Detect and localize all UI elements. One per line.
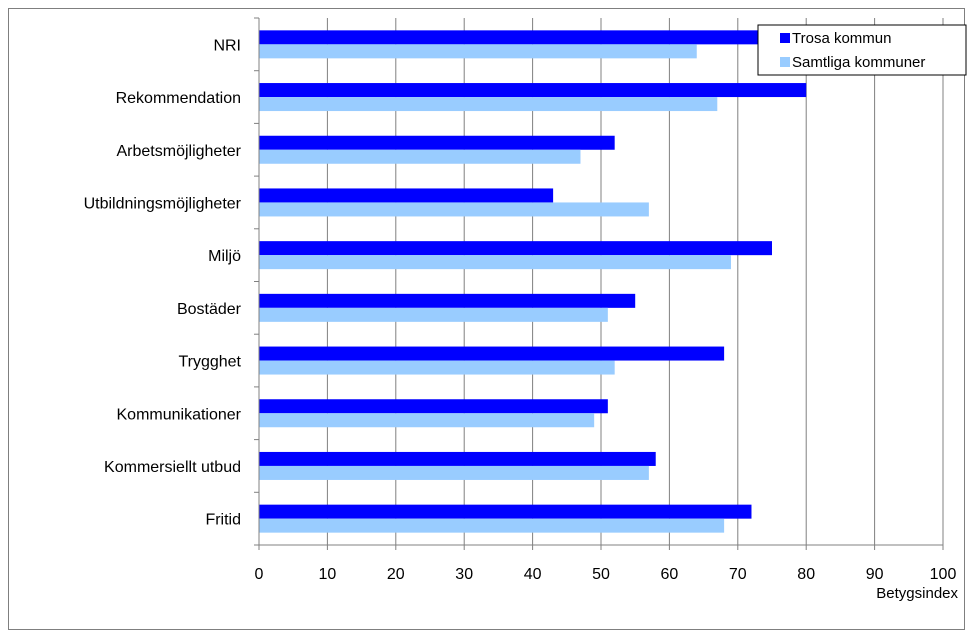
bar-samtliga bbox=[259, 518, 725, 533]
category-label: Kommunikationer bbox=[117, 406, 242, 423]
x-tick-label: 0 bbox=[255, 566, 264, 583]
category-label: Arbetsmöjligheter bbox=[117, 143, 242, 160]
bar-samtliga bbox=[259, 413, 595, 428]
bar-trosa bbox=[259, 293, 636, 308]
category-labels: NRI Rekommendation Arbetsmöjligheter Utbild… bbox=[84, 37, 242, 528]
x-tick-label: 50 bbox=[592, 566, 610, 583]
x-tick-label: 40 bbox=[524, 566, 542, 583]
x-tick-label: 70 bbox=[729, 566, 747, 583]
x-tick-label: 80 bbox=[797, 566, 815, 583]
category-label: Bostäder bbox=[177, 301, 242, 318]
bars bbox=[259, 30, 807, 533]
legend: Trosa kommun Samtliga kommuner bbox=[757, 24, 967, 76]
bar-samtliga bbox=[259, 465, 649, 480]
x-tick-label: 90 bbox=[866, 566, 884, 583]
x-axis-title: Betygsindex bbox=[876, 585, 958, 602]
bar-samtliga bbox=[259, 44, 697, 59]
axes bbox=[254, 17, 944, 550]
x-tick-label: 10 bbox=[319, 566, 337, 583]
bar-trosa bbox=[259, 135, 615, 150]
bar-samtliga bbox=[259, 307, 608, 322]
bar-samtliga bbox=[259, 202, 649, 217]
bar-samtliga bbox=[259, 255, 731, 270]
category-label: Miljö bbox=[208, 248, 241, 265]
legend-box bbox=[757, 24, 967, 76]
legend-label: Samtliga kommuner bbox=[792, 54, 925, 71]
legend-swatch bbox=[780, 57, 790, 67]
category-label: Rekommendation bbox=[116, 90, 241, 107]
x-tick-label: 60 bbox=[661, 566, 679, 583]
legend-swatch bbox=[780, 33, 790, 43]
bar-trosa bbox=[259, 451, 656, 466]
category-label: Kommersiellt utbud bbox=[104, 459, 241, 476]
category-label: Fritid bbox=[205, 512, 241, 529]
legend-label: Trosa kommun bbox=[792, 30, 891, 47]
bar-trosa bbox=[259, 83, 807, 98]
chart-frame bbox=[8, 8, 965, 630]
category-label: Trygghet bbox=[178, 354, 241, 371]
bar-trosa bbox=[259, 188, 554, 203]
bar-trosa bbox=[259, 504, 752, 519]
bar-trosa bbox=[259, 399, 608, 414]
x-tick-label: 30 bbox=[455, 566, 473, 583]
category-label: NRI bbox=[213, 37, 241, 54]
category-label: Utbildningsmöjligheter bbox=[84, 195, 242, 212]
bar-trosa bbox=[259, 30, 759, 45]
bar-trosa bbox=[259, 346, 725, 361]
bar-samtliga bbox=[259, 360, 615, 375]
bar-samtliga bbox=[259, 149, 581, 164]
tick-labels: 0 10 20 30 40 50 60 70 80 90 100 bbox=[255, 566, 957, 583]
bar-trosa bbox=[259, 241, 772, 256]
bar-samtliga bbox=[259, 97, 718, 112]
x-tick-label: 100 bbox=[930, 566, 957, 583]
x-tick-label: 20 bbox=[387, 566, 405, 583]
